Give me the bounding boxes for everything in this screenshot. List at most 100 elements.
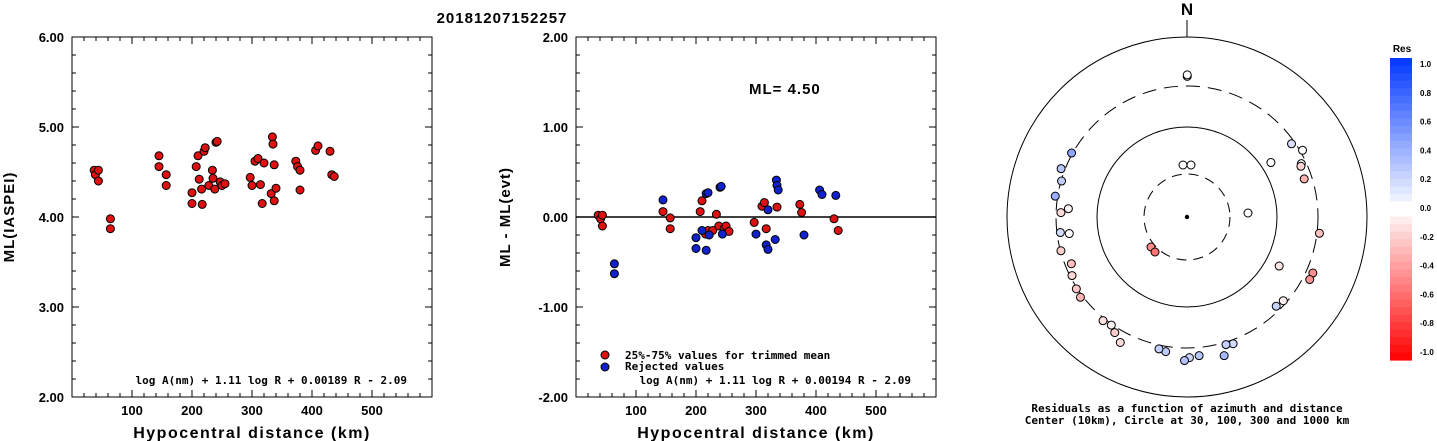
- residual-point: [1305, 275, 1315, 285]
- data-point: [763, 244, 773, 254]
- colorbar-tick-label: -0.8: [1420, 319, 1434, 328]
- data-point: [609, 259, 619, 269]
- residual-point: [1057, 176, 1067, 186]
- y-tick-label: -2.00: [538, 390, 568, 405]
- data-point: [691, 244, 701, 253]
- residual-point: [1287, 139, 1297, 149]
- colorbar-segment: [1390, 73, 1412, 82]
- data-point: [253, 154, 263, 163]
- panel-ml-iaspei: 100 200 300 400 500 2.00 3.00 4.00 5.00 6.00 ML(I…: [1, 30, 433, 441]
- x-tick-label: 400: [301, 403, 323, 418]
- ml-annotation: ML= 4.50: [749, 81, 821, 98]
- data-point: [269, 160, 279, 170]
- legend-label-rejected: Rejected values: [625, 360, 724, 373]
- x-tick-label: 200: [685, 403, 707, 418]
- colorbar-segment: [1390, 103, 1412, 112]
- data-point: [703, 188, 713, 198]
- residual-point: [1221, 340, 1231, 350]
- colorbar-tick-label: 0.6: [1420, 118, 1432, 127]
- figure-title: 20181207152257: [437, 10, 568, 27]
- colorbar-tick-label: 0.2: [1420, 175, 1432, 184]
- colorbar-segment: [1390, 80, 1412, 89]
- colorbar-segment: [1390, 141, 1412, 150]
- data-point: [609, 269, 619, 279]
- residual-point: [1296, 161, 1306, 171]
- residual-point: [1154, 344, 1164, 354]
- data-point: [197, 199, 207, 209]
- colorbar-segment: [1390, 239, 1412, 248]
- data-point: [93, 165, 103, 175]
- colorbar-segment: [1390, 307, 1412, 316]
- residual-point: [1098, 316, 1108, 326]
- colorbar-segment: [1390, 337, 1412, 346]
- colorbar-segment: [1390, 216, 1412, 225]
- data-point: [245, 172, 255, 182]
- residual-point: [1298, 145, 1308, 155]
- colorbar-segment: [1390, 284, 1412, 293]
- data-point: [105, 224, 115, 234]
- colorbar-segment: [1390, 125, 1412, 135]
- data-point: [259, 158, 269, 168]
- colorbar-segment: [1390, 88, 1412, 97]
- residual-point: [1110, 328, 1120, 338]
- panel-ml-residual: 100 200 300 400 500 -2.00 -1.00 0.00 1.00 2.00 ML…: [497, 30, 937, 441]
- north-label: N: [1181, 0, 1193, 19]
- data-point: [695, 207, 705, 217]
- colorbar-tick-label: -0.4: [1420, 262, 1434, 271]
- data-point: [161, 170, 171, 180]
- colorbar-segment: [1390, 254, 1412, 263]
- residual-point: [1056, 164, 1066, 174]
- data-point: [210, 184, 220, 194]
- colorbar-segment: [1390, 133, 1412, 142]
- caption-line-2: Center (10km), Circle at 30, 100, 300 an…: [1025, 414, 1350, 427]
- data-point: [831, 190, 841, 200]
- data-point: [247, 181, 257, 190]
- residual-point: [1266, 158, 1276, 168]
- data-point: [194, 174, 204, 184]
- plot-frame: [71, 36, 433, 398]
- data-point: [751, 229, 761, 239]
- colorbar-segment: [1390, 329, 1412, 338]
- colorbar-segment: [1390, 246, 1412, 255]
- x-tick-label: 300: [241, 403, 263, 418]
- data-point: [799, 230, 809, 240]
- colorbar-segment: [1390, 231, 1412, 240]
- data-point: [711, 209, 721, 219]
- data-point: [749, 217, 759, 227]
- data-point: [161, 181, 171, 190]
- data-point: [257, 199, 267, 208]
- colorbar-segment: [1390, 299, 1412, 308]
- colorbar-segment: [1390, 193, 1412, 203]
- colorbar-segment: [1390, 118, 1412, 127]
- data-point: [697, 196, 707, 206]
- residual-point: [1194, 351, 1204, 361]
- colorbar-segment: [1390, 148, 1412, 157]
- residual-point: [1056, 208, 1066, 218]
- residual-point: [1075, 292, 1085, 302]
- x-tick-label: 500: [361, 403, 383, 418]
- colorbar-tick-label: 1.0: [1420, 60, 1432, 69]
- residual-point: [1056, 246, 1066, 256]
- legend-label-trimmed: 25%-75% values for trimmed mean: [625, 349, 830, 362]
- formula-text: log A(nm) + 1.11 log R + 0.00194 R - 2.0…: [639, 374, 911, 387]
- colorbar-segment: [1390, 171, 1412, 180]
- x-axis-label: Hypocentral distance (km): [637, 425, 875, 441]
- data-point: [761, 224, 771, 234]
- colorbar-segment: [1390, 322, 1412, 331]
- colorbar-segment: [1390, 224, 1412, 233]
- y-tick-label: 5.00: [39, 120, 64, 135]
- colorbar-segment: [1390, 58, 1412, 67]
- residual-point: [1299, 174, 1309, 184]
- residual-point: [1106, 320, 1116, 330]
- x-tick-label: 300: [745, 403, 767, 418]
- residual-point: [1066, 259, 1076, 269]
- legend-marker-rejected: [600, 362, 610, 372]
- x-tick-label: 100: [121, 403, 143, 418]
- residual-point: [1186, 160, 1196, 170]
- y-tick-label: -1.00: [538, 300, 568, 315]
- data-point: [691, 233, 701, 243]
- data-point: [829, 214, 839, 224]
- data-point: [697, 226, 707, 235]
- data-point: [212, 136, 222, 146]
- colorbar-segment: [1390, 314, 1412, 323]
